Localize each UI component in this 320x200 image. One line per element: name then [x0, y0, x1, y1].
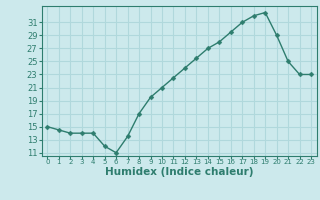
X-axis label: Humidex (Indice chaleur): Humidex (Indice chaleur)	[105, 167, 253, 177]
